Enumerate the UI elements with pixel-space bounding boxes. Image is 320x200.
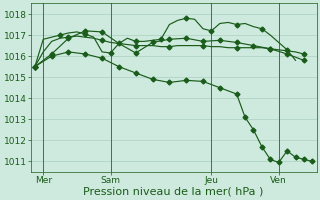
X-axis label: Pression niveau de la mer( hPa ): Pression niveau de la mer( hPa ) bbox=[84, 187, 264, 197]
